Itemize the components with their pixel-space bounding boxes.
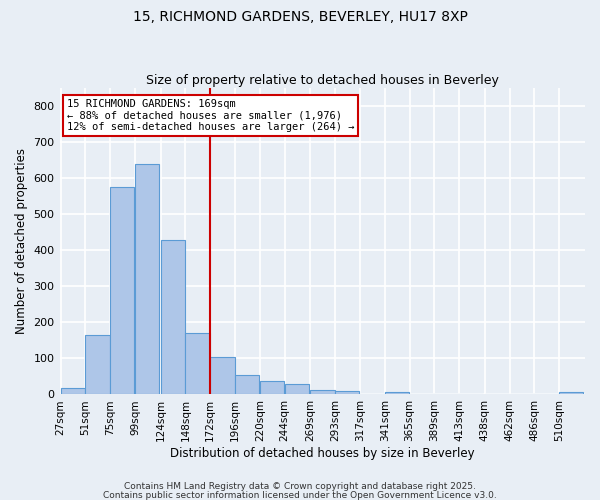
Text: Contains HM Land Registry data © Crown copyright and database right 2025.: Contains HM Land Registry data © Crown c… [124, 482, 476, 491]
Text: 15, RICHMOND GARDENS, BEVERLEY, HU17 8XP: 15, RICHMOND GARDENS, BEVERLEY, HU17 8XP [133, 10, 467, 24]
Bar [61, 388, 85, 394]
Bar [85, 335, 110, 394]
Bar [559, 392, 583, 394]
Bar [260, 381, 284, 394]
Bar [235, 374, 259, 394]
Text: 15 RICHMOND GARDENS: 169sqm
← 88% of detached houses are smaller (1,976)
12% of : 15 RICHMOND GARDENS: 169sqm ← 88% of det… [67, 99, 354, 132]
X-axis label: Distribution of detached houses by size in Beverley: Distribution of detached houses by size … [170, 447, 475, 460]
Bar [310, 390, 335, 394]
Bar [385, 392, 409, 394]
Title: Size of property relative to detached houses in Beverley: Size of property relative to detached ho… [146, 74, 499, 87]
Bar [210, 358, 235, 395]
Y-axis label: Number of detached properties: Number of detached properties [15, 148, 28, 334]
Bar [284, 384, 309, 394]
Bar [110, 188, 134, 394]
Bar [185, 333, 210, 394]
Bar [335, 391, 359, 394]
Bar [135, 164, 159, 394]
Text: Contains public sector information licensed under the Open Government Licence v3: Contains public sector information licen… [103, 490, 497, 500]
Bar [161, 240, 185, 394]
